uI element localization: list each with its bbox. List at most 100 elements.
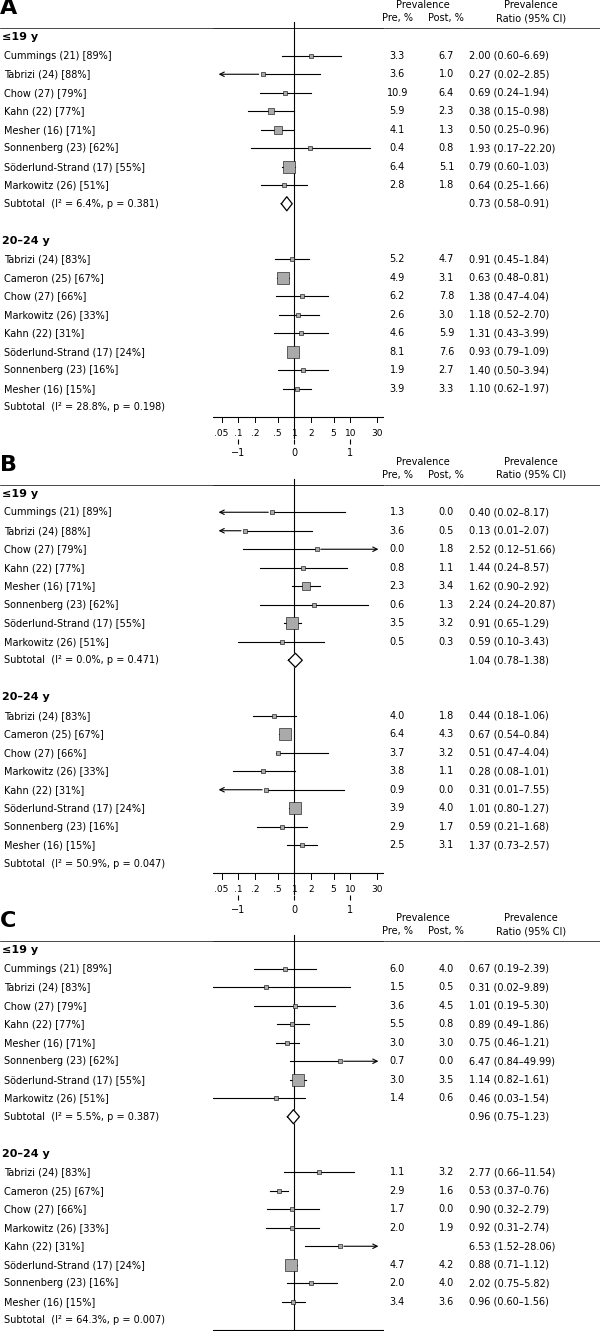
- Text: 0.5: 0.5: [439, 982, 454, 992]
- Text: Chow (27) [79%]: Chow (27) [79%]: [4, 88, 87, 97]
- Text: 6.7: 6.7: [439, 51, 454, 61]
- Text: 1: 1: [292, 885, 297, 894]
- Text: Söderlund-Strand (17) [24%]: Söderlund-Strand (17) [24%]: [4, 347, 145, 357]
- Text: 0.44 (0.18–1.06): 0.44 (0.18–1.06): [469, 711, 548, 721]
- Text: 5.1: 5.1: [439, 162, 454, 172]
- Text: 2.9: 2.9: [389, 821, 405, 832]
- Text: 0.53 (0.37–0.76): 0.53 (0.37–0.76): [469, 1186, 549, 1195]
- Text: 1.1: 1.1: [439, 563, 454, 572]
- Text: Kahn (22) [31%]: Kahn (22) [31%]: [4, 785, 85, 795]
- Text: 2.00 (0.60–6.69): 2.00 (0.60–6.69): [469, 51, 549, 61]
- Text: .05: .05: [214, 429, 229, 438]
- Text: Markowitz (26) [51%]: Markowitz (26) [51%]: [4, 180, 109, 190]
- Text: 4.7: 4.7: [439, 254, 454, 265]
- Text: Tabrizi (24) [83%]: Tabrizi (24) [83%]: [4, 1167, 91, 1177]
- Text: Pre, %: Pre, %: [382, 13, 413, 23]
- Text: 0.96 (0.75–1.23): 0.96 (0.75–1.23): [469, 1111, 549, 1122]
- Text: Mesher (16) [71%]: Mesher (16) [71%]: [4, 125, 95, 134]
- Text: 3.9: 3.9: [389, 803, 405, 813]
- Text: 0.69 (0.24–1.94): 0.69 (0.24–1.94): [469, 88, 549, 97]
- Text: C: C: [0, 912, 16, 932]
- Text: 1.0: 1.0: [439, 69, 454, 80]
- Text: 0.6: 0.6: [439, 1093, 454, 1103]
- Text: 2.6: 2.6: [389, 310, 405, 319]
- Text: .2: .2: [251, 429, 260, 438]
- Text: 1.8: 1.8: [439, 544, 454, 554]
- Text: 3.6: 3.6: [389, 526, 405, 536]
- Text: Markowitz (26) [33%]: Markowitz (26) [33%]: [4, 310, 109, 319]
- Text: 6.4: 6.4: [389, 729, 405, 739]
- Text: 0.13 (0.01–2.07): 0.13 (0.01–2.07): [469, 526, 549, 536]
- Text: 1.9: 1.9: [389, 365, 405, 375]
- Text: 0.40 (0.02–8.17): 0.40 (0.02–8.17): [469, 507, 549, 518]
- Text: 1.3: 1.3: [389, 507, 405, 518]
- Text: 3.3: 3.3: [439, 383, 454, 394]
- Text: 1.3: 1.3: [439, 125, 454, 134]
- Text: Sonnenberg (23) [62%]: Sonnenberg (23) [62%]: [4, 144, 119, 153]
- Polygon shape: [281, 197, 292, 210]
- Text: 0.8: 0.8: [389, 563, 405, 572]
- Text: 4.3: 4.3: [439, 729, 454, 739]
- Text: Mesher (16) [15%]: Mesher (16) [15%]: [4, 1296, 95, 1307]
- Text: Chow (27) [79%]: Chow (27) [79%]: [4, 1001, 87, 1010]
- Text: 0.38 (0.15–0.98): 0.38 (0.15–0.98): [469, 106, 549, 116]
- Text: 0.31 (0.02–9.89): 0.31 (0.02–9.89): [469, 982, 549, 992]
- Text: 1.38 (0.47–4.04): 1.38 (0.47–4.04): [469, 291, 549, 301]
- Text: 0.4: 0.4: [389, 144, 405, 153]
- Text: 0.7: 0.7: [389, 1057, 405, 1066]
- Text: 3.1: 3.1: [439, 840, 454, 851]
- Text: Chow (27) [66%]: Chow (27) [66%]: [4, 1205, 86, 1214]
- Text: 2.3: 2.3: [439, 106, 454, 116]
- Text: 3.6: 3.6: [439, 1296, 454, 1307]
- Text: 6.2: 6.2: [389, 291, 405, 301]
- Text: Pre, %: Pre, %: [382, 470, 413, 479]
- Text: Sonnenberg (23) [16%]: Sonnenberg (23) [16%]: [4, 365, 119, 375]
- Text: Kahn (22) [77%]: Kahn (22) [77%]: [4, 106, 85, 116]
- Text: 6.4: 6.4: [439, 88, 454, 97]
- Text: 0.63 (0.48–0.81): 0.63 (0.48–0.81): [469, 273, 548, 282]
- Text: 20–24 y: 20–24 y: [2, 1149, 50, 1159]
- Text: Post, %: Post, %: [428, 13, 464, 23]
- Text: 1.62 (0.90–2.92): 1.62 (0.90–2.92): [469, 582, 549, 591]
- Text: .1: .1: [234, 885, 243, 894]
- Text: Kahn (22) [31%]: Kahn (22) [31%]: [4, 329, 85, 338]
- Text: 4.0: 4.0: [439, 1278, 454, 1288]
- Text: 30: 30: [371, 885, 383, 894]
- Text: Ratio (95% CI): Ratio (95% CI): [496, 13, 566, 23]
- Text: 1.1: 1.1: [389, 1167, 405, 1177]
- Text: Markowitz (26) [51%]: Markowitz (26) [51%]: [4, 636, 109, 647]
- Text: 6.53 (1.52–28.06): 6.53 (1.52–28.06): [469, 1242, 555, 1251]
- Text: Söderlund-Strand (17) [24%]: Söderlund-Strand (17) [24%]: [4, 803, 145, 813]
- Text: Söderlund-Strand (17) [55%]: Söderlund-Strand (17) [55%]: [4, 162, 145, 172]
- Text: 3.0: 3.0: [389, 1038, 405, 1047]
- Text: 0.0: 0.0: [389, 544, 405, 554]
- Text: 3.6: 3.6: [389, 1001, 405, 1010]
- Text: Tabrizi (24) [83%]: Tabrizi (24) [83%]: [4, 711, 91, 721]
- Text: 0.46 (0.03–1.54): 0.46 (0.03–1.54): [469, 1093, 549, 1103]
- Text: 0.51 (0.47–4.04): 0.51 (0.47–4.04): [469, 748, 549, 757]
- Text: 3.8: 3.8: [389, 767, 405, 776]
- Text: 0.0: 0.0: [439, 785, 454, 795]
- Text: 0.0: 0.0: [439, 1205, 454, 1214]
- Text: 0.5: 0.5: [439, 526, 454, 536]
- Text: 1.8: 1.8: [439, 711, 454, 721]
- Text: 0.8: 0.8: [439, 144, 454, 153]
- Text: 2.0: 2.0: [389, 1223, 405, 1233]
- Text: .5: .5: [273, 429, 282, 438]
- Text: Ratio (95% CI): Ratio (95% CI): [496, 470, 566, 479]
- Text: Prevalence: Prevalence: [504, 913, 558, 922]
- Text: 20–24 y: 20–24 y: [2, 692, 50, 703]
- Text: Subtotal  (I² = 64.3%, p = 0.007): Subtotal (I² = 64.3%, p = 0.007): [4, 1315, 165, 1326]
- Text: 10.9: 10.9: [386, 88, 408, 97]
- Text: Chow (27) [79%]: Chow (27) [79%]: [4, 544, 87, 554]
- Text: 4.0: 4.0: [439, 964, 454, 974]
- Text: 5.9: 5.9: [389, 106, 405, 116]
- Text: Tabrizi (24) [88%]: Tabrizi (24) [88%]: [4, 526, 91, 536]
- Text: Tabrizi (24) [83%]: Tabrizi (24) [83%]: [4, 982, 91, 992]
- Text: Tabrizi (24) [83%]: Tabrizi (24) [83%]: [4, 254, 91, 265]
- Text: .5: .5: [273, 885, 282, 894]
- Text: 5.9: 5.9: [439, 329, 454, 338]
- Text: 0.0: 0.0: [439, 507, 454, 518]
- Text: 2.5: 2.5: [389, 840, 405, 851]
- Text: Prevalence: Prevalence: [504, 0, 558, 11]
